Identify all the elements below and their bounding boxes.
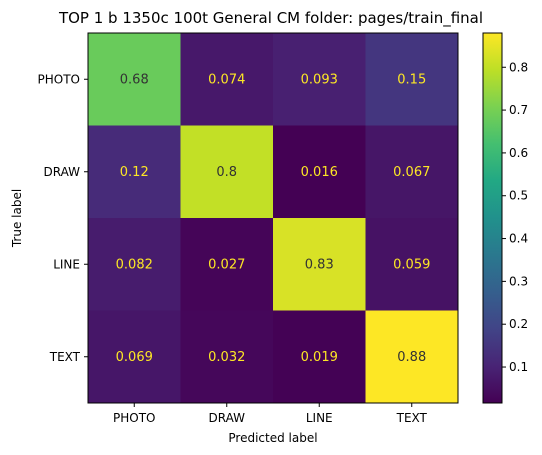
- heatmap-cell-labels: 0.68 0.074 0.093 0.15 0.12 0.8 0.016 0.067 0.082…: [116, 72, 431, 365]
- cell-value-label: 0.016: [301, 165, 338, 180]
- colorbar-tick-label: 0.3: [509, 274, 528, 288]
- cell-value-label: 0.019: [301, 350, 338, 365]
- cell-value-label: 0.83: [305, 257, 334, 272]
- heatmap-cell: [365, 310, 458, 403]
- cell-value-label: 0.027: [208, 257, 245, 272]
- heatmap-cell: [88, 125, 181, 218]
- cell-value-label: 0.12: [120, 165, 149, 180]
- plot-frame: [87, 32, 459, 404]
- cell-value-label: 0.88: [397, 350, 426, 365]
- cell-value-label: 0.069: [116, 350, 153, 365]
- cell-value-label: 0.067: [393, 165, 430, 180]
- x-tick-label: PHOTO: [113, 411, 155, 425]
- heatmap-cell: [365, 125, 458, 218]
- heatmap-cell: [273, 310, 366, 403]
- x-tick-label: DRAW: [208, 411, 245, 425]
- y-tick-label: PHOTO: [38, 72, 80, 86]
- heatmap-cell: [273, 33, 366, 126]
- cell-value-label: 0.032: [208, 350, 245, 365]
- heatmap-cell: [180, 33, 273, 126]
- heatmap-cell: [88, 33, 181, 126]
- colorbar: [482, 32, 503, 404]
- colorbar-tick-label: 0.7: [509, 103, 528, 117]
- colorbar-ticks: 0.1 0.2 0.3 0.4 0.5 0.6 0.7 0.8: [502, 60, 528, 374]
- colorbar-tick-label: 0.1: [509, 360, 528, 374]
- cell-value-label: 0.68: [120, 72, 149, 87]
- colorbar-tick-label: 0.4: [509, 232, 528, 246]
- cell-value-label: 0.059: [393, 257, 430, 272]
- heatmap-cells: [88, 33, 458, 403]
- cell-value-label: 0.093: [301, 72, 338, 87]
- x-axis-ticks: PHOTO DRAW LINE TEXT: [113, 403, 428, 425]
- cell-value-label: 0.8: [216, 165, 237, 180]
- heatmap-cell: [180, 125, 273, 218]
- colorbar-tick-label: 0.6: [509, 146, 528, 160]
- x-axis-label: Predicted label: [228, 431, 317, 445]
- heatmap-cell: [273, 125, 366, 218]
- colorbar-tick-label: 0.8: [509, 60, 528, 74]
- cell-value-label: 0.082: [116, 257, 153, 272]
- y-axis-ticks: PHOTO DRAW LINE TEXT: [38, 72, 88, 364]
- chart-title: TOP 1 b 1350c 100t General CM folder: pa…: [58, 9, 483, 28]
- heatmap-cell: [365, 33, 458, 126]
- x-tick-label: LINE: [306, 411, 333, 425]
- cell-value-label: 0.15: [397, 72, 426, 87]
- heatmap-cell: [180, 218, 273, 311]
- colorbar-tick-label: 0.5: [509, 189, 528, 203]
- y-tick-label: DRAW: [43, 165, 80, 179]
- heatmap-cell: [365, 218, 458, 311]
- y-axis-label: True label: [10, 189, 24, 248]
- x-tick-label: TEXT: [396, 411, 428, 425]
- y-tick-label: LINE: [53, 257, 80, 271]
- heatmap-cell: [273, 218, 366, 311]
- colorbar-tick-label: 0.2: [509, 317, 528, 331]
- heatmap-cell: [180, 310, 273, 403]
- y-tick-label: TEXT: [49, 350, 81, 364]
- heatmap-cell: [88, 310, 181, 403]
- cell-value-label: 0.074: [208, 72, 245, 87]
- heatmap-cell: [88, 218, 181, 311]
